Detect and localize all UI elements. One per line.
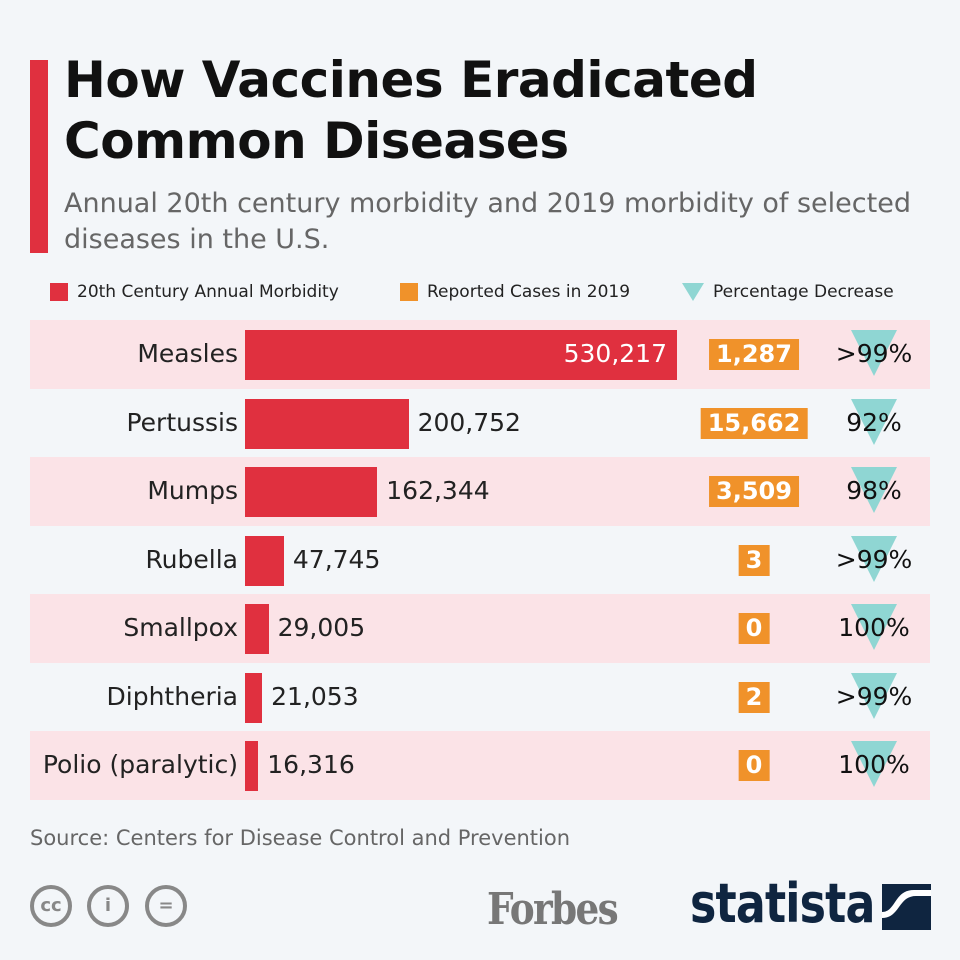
legend-label: Reported Cases in 2019 — [427, 282, 631, 302]
category-label: Polio (paralytic) — [42, 750, 238, 779]
category-label: Measles — [137, 339, 238, 368]
category-label: Diphtheria — [106, 681, 238, 711]
percentage-decrease-label: 100% — [838, 750, 910, 779]
chart-rows: Measles 530,217 1,287 >99% Pertussis 200,… — [30, 320, 930, 800]
source-note: Source: Centers for Disease Control and … — [30, 826, 571, 850]
chart-row: Diphtheria 21,053 2 >99% — [30, 663, 930, 732]
bar-value-label: 200,752 — [417, 407, 521, 437]
percentage-decrease-label: >99% — [835, 681, 913, 711]
triangle-down-icon — [851, 604, 897, 650]
legend-item-20th-century: 20th Century Annual Morbidity — [50, 282, 339, 302]
bar-value-label: 162,344 — [386, 476, 490, 505]
chart-row: Smallpox 29,005 0 100% — [30, 594, 930, 663]
category-label: Pertussis — [126, 407, 238, 437]
bar-value-label: 47,745 — [292, 544, 381, 574]
title-accent-bar — [30, 60, 48, 253]
bar-20th-century — [245, 741, 259, 791]
statista-logo-mark — [882, 884, 931, 930]
chart-row: Pertussis 200,752 15,662 92% — [30, 389, 930, 458]
cases-2019-label: 3 — [738, 544, 770, 576]
bar-value-label: 530,217 — [563, 339, 667, 368]
cases-2019-label: 0 — [738, 613, 770, 644]
bar-20th-century — [245, 604, 269, 654]
legend-swatch-red — [50, 283, 68, 301]
percentage-decrease-label: >99% — [835, 544, 913, 574]
chart-row: Measles 530,217 1,287 >99% — [30, 320, 930, 389]
legend-label: Percentage Decrease — [713, 282, 894, 302]
category-label: Mumps — [147, 476, 238, 505]
bar-value-label: 29,005 — [277, 613, 366, 642]
statista-logo: statista — [690, 872, 875, 935]
triangle-down-icon — [851, 535, 897, 582]
legend-item-2019: Reported Cases in 2019 — [400, 282, 630, 302]
triangle-down-icon — [851, 467, 897, 513]
triangle-down-icon — [851, 672, 897, 719]
bar-20th-century — [245, 467, 378, 517]
chart-title: How Vaccines Eradicated Common Diseases — [64, 51, 758, 170]
triangle-down-icon — [851, 398, 897, 445]
bar-20th-century — [245, 398, 409, 449]
cases-2019-label: 0 — [738, 750, 770, 781]
legend-swatch-orange — [400, 283, 418, 301]
triangle-down-icon — [682, 283, 704, 301]
forbes-logo: Forbes — [487, 884, 619, 935]
bar-value-label: 21,053 — [271, 681, 359, 711]
percentage-decrease-label: 100% — [838, 613, 910, 642]
legend-item-percentage: Percentage Decrease — [682, 282, 894, 302]
chart-row: Rubella 47,745 3 >99% — [30, 526, 930, 595]
attribution-icon: i — [87, 885, 129, 927]
percentage-decrease-label: 98% — [846, 476, 902, 505]
cases-2019-label: 3,509 — [709, 476, 799, 507]
no-derivatives-icon: = — [145, 885, 187, 927]
chart-row: Polio (paralytic) 16,316 0 100% — [30, 731, 930, 800]
cc-icon: cc — [30, 885, 72, 927]
percentage-decrease-label: >99% — [835, 339, 913, 368]
chart-row: Mumps 162,344 3,509 98% — [30, 457, 930, 526]
triangle-down-icon — [851, 741, 897, 787]
bar-20th-century — [245, 672, 263, 723]
chart-subtitle: Annual 20th century morbidity and 2019 m… — [64, 188, 911, 255]
cases-2019-label: 2 — [738, 681, 770, 713]
cases-2019-label: 15,662 — [700, 407, 808, 439]
bar-value-label: 16,316 — [267, 750, 355, 779]
legend-label: 20th Century Annual Morbidity — [77, 282, 339, 302]
category-label: Smallpox — [123, 613, 238, 642]
bar-20th-century — [245, 330, 677, 380]
category-label: Rubella — [145, 544, 238, 574]
percentage-decrease-label: 92% — [846, 407, 902, 437]
cases-2019-label: 1,287 — [709, 339, 799, 370]
bar-20th-century — [245, 535, 284, 586]
triangle-down-icon — [851, 330, 897, 376]
